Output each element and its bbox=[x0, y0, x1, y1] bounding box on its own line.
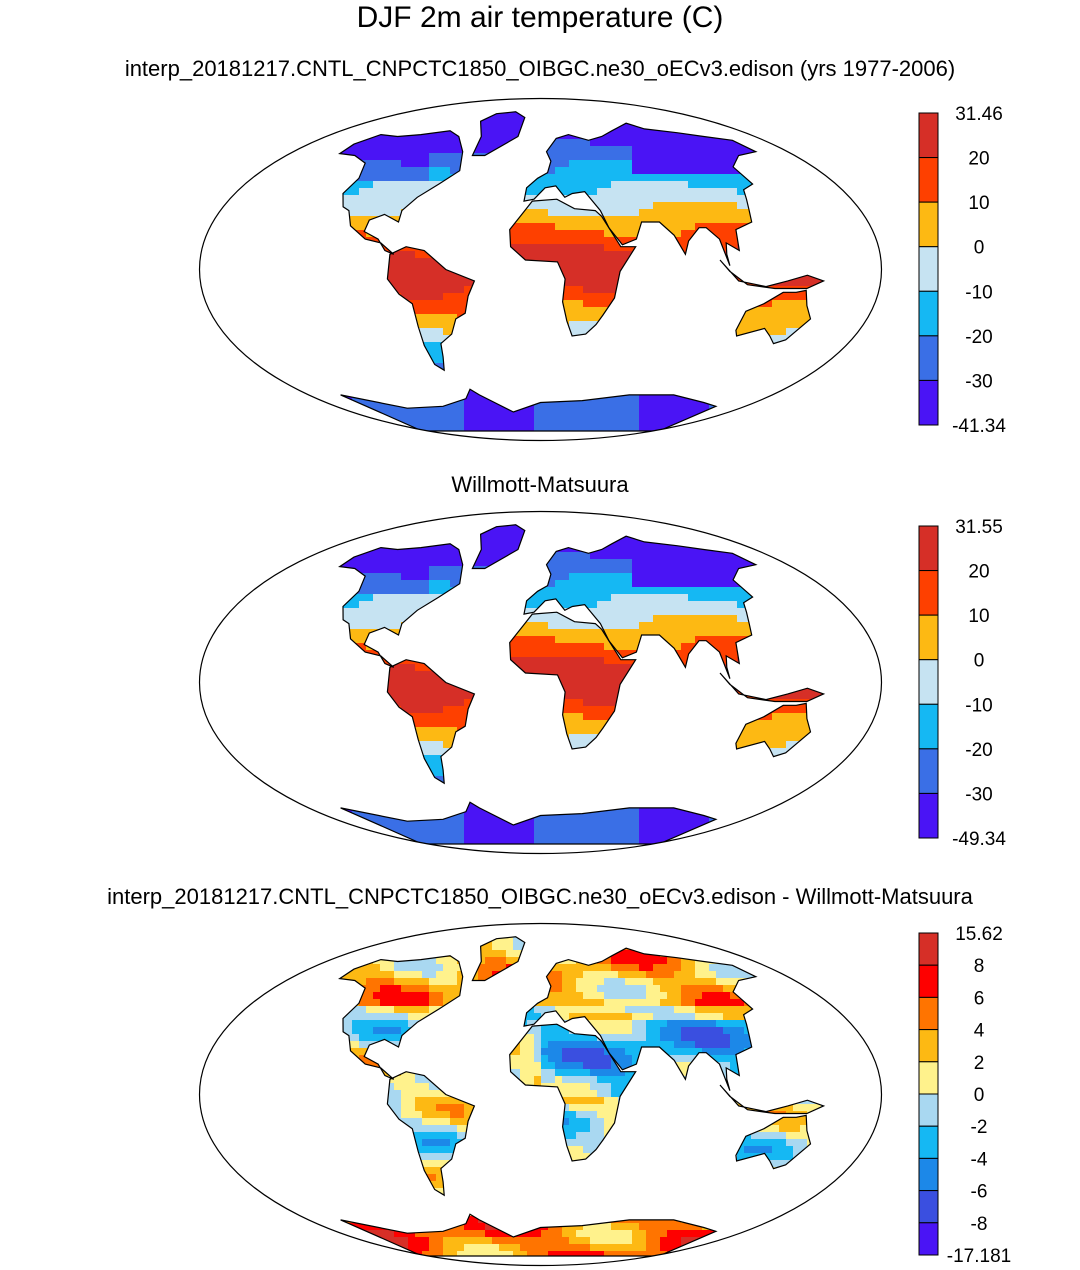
colorbar-label: 0 bbox=[974, 1085, 985, 1106]
colorbar-box bbox=[918, 748, 939, 794]
map-field-layer bbox=[339, 936, 824, 1256]
colorbar-label: -6 bbox=[971, 1182, 988, 1203]
panel-3-colorbar: 15.62 8 6 4 2 0 -2 -4 -6 -8 -17.181 bbox=[918, 925, 1011, 1265]
colorbar-label: 4 bbox=[974, 1021, 985, 1042]
colorbar-label: -30 bbox=[965, 784, 992, 805]
coastline bbox=[509, 611, 637, 750]
colorbar-label: 0 bbox=[974, 651, 985, 672]
colorbar-box bbox=[918, 246, 939, 292]
colorbar-box bbox=[918, 996, 939, 1031]
colorbar-label: -17.181 bbox=[947, 1246, 1011, 1265]
colorbar-box bbox=[918, 703, 939, 750]
colorbar-label: -8 bbox=[971, 1214, 988, 1235]
colorbar-box bbox=[918, 659, 939, 705]
map-field-layer bbox=[339, 111, 824, 431]
colorbar-label: -41.34 bbox=[952, 416, 1006, 435]
map-field-layer bbox=[339, 524, 824, 844]
coastline bbox=[340, 1213, 718, 1257]
map-border bbox=[198, 97, 883, 442]
main-title: DJF 2m air temperature (C) bbox=[356, 1, 724, 34]
colorbar-label: 31.55 bbox=[955, 518, 1003, 538]
panel-2-colorbar: 31.55 20 10 0 -10 -20 -30 -49.34 bbox=[918, 518, 1006, 848]
colorbar-label: 2 bbox=[974, 1053, 985, 1074]
coastline bbox=[338, 543, 464, 668]
colorbar-box bbox=[918, 1093, 939, 1127]
colorbar-label: 10 bbox=[968, 193, 989, 214]
colorbar-box bbox=[918, 112, 939, 159]
coastline bbox=[386, 659, 476, 785]
colorbar-box bbox=[918, 335, 939, 381]
colorbar-label: -10 bbox=[965, 282, 992, 303]
coastline bbox=[471, 936, 526, 982]
coastline bbox=[735, 289, 812, 345]
colorbar-box bbox=[918, 290, 939, 337]
colorbar-label: 6 bbox=[974, 988, 985, 1009]
colorbar-label: 20 bbox=[968, 149, 989, 170]
coastline bbox=[338, 955, 464, 1080]
colorbar-label: -20 bbox=[965, 740, 992, 761]
coastline bbox=[719, 259, 826, 290]
coastline bbox=[509, 1023, 637, 1162]
coastline bbox=[340, 801, 718, 845]
panel-1-map bbox=[198, 97, 883, 442]
colorbar-box bbox=[918, 932, 939, 966]
colorbar-box bbox=[918, 1190, 939, 1224]
colorbar-label: 8 bbox=[974, 956, 985, 977]
colorbar-label: 20 bbox=[968, 562, 989, 583]
map-border bbox=[198, 922, 883, 1267]
colorbar-box bbox=[918, 1061, 939, 1095]
panel-3-subtitle: interp_20181217.CNTL_CNPCTC1850_OIBGC.ne… bbox=[107, 884, 973, 909]
colorbar-box bbox=[918, 792, 939, 839]
colorbar-box bbox=[918, 1029, 939, 1063]
colorbar-label: -2 bbox=[971, 1117, 988, 1138]
coastline bbox=[340, 388, 718, 432]
colorbar-label: 31.46 bbox=[955, 105, 1003, 125]
colorbar-label: -30 bbox=[965, 371, 992, 392]
colorbar-box bbox=[918, 1222, 939, 1256]
colorbar-label: 15.62 bbox=[955, 925, 1003, 945]
coastline bbox=[523, 122, 758, 266]
coastline bbox=[338, 130, 464, 255]
coastline bbox=[719, 672, 826, 703]
panel-1-subtitle: interp_20181217.CNTL_CNPCTC1850_OIBGC.ne… bbox=[124, 56, 956, 81]
map-border bbox=[198, 510, 883, 855]
colorbar-box bbox=[918, 570, 939, 616]
colorbar-label: -4 bbox=[971, 1149, 988, 1170]
panel-2-map bbox=[198, 510, 883, 855]
colorbar-box bbox=[918, 614, 939, 661]
colorbar-box bbox=[918, 964, 939, 998]
colorbar-box bbox=[918, 201, 939, 248]
colorbar-box bbox=[918, 525, 939, 572]
colorbar-label: -49.34 bbox=[952, 829, 1006, 848]
coastline bbox=[735, 702, 812, 758]
coastline bbox=[523, 947, 758, 1091]
coastline bbox=[386, 1071, 476, 1197]
panel-1-colorbar: 31.46 20 10 0 -10 -20 -30 -41.34 bbox=[918, 105, 1006, 435]
panel-3-map bbox=[198, 922, 883, 1267]
colorbar-label: -20 bbox=[965, 327, 992, 348]
colorbar-label: -10 bbox=[965, 695, 992, 716]
colorbar-box bbox=[918, 1157, 939, 1192]
panel-2-subtitle: Willmott-Matsuura bbox=[451, 472, 629, 497]
colorbar-box bbox=[918, 157, 939, 203]
coastline bbox=[523, 535, 758, 679]
coastline bbox=[386, 246, 476, 372]
colorbar-box bbox=[918, 379, 939, 426]
coastline bbox=[719, 1084, 826, 1115]
colorbar-box bbox=[918, 1125, 939, 1159]
colorbar-label: 0 bbox=[974, 238, 985, 259]
coastline bbox=[471, 524, 526, 570]
coastline bbox=[735, 1114, 812, 1170]
colorbar-label: 10 bbox=[968, 606, 989, 627]
coastline bbox=[509, 198, 637, 337]
coastline bbox=[471, 111, 526, 157]
